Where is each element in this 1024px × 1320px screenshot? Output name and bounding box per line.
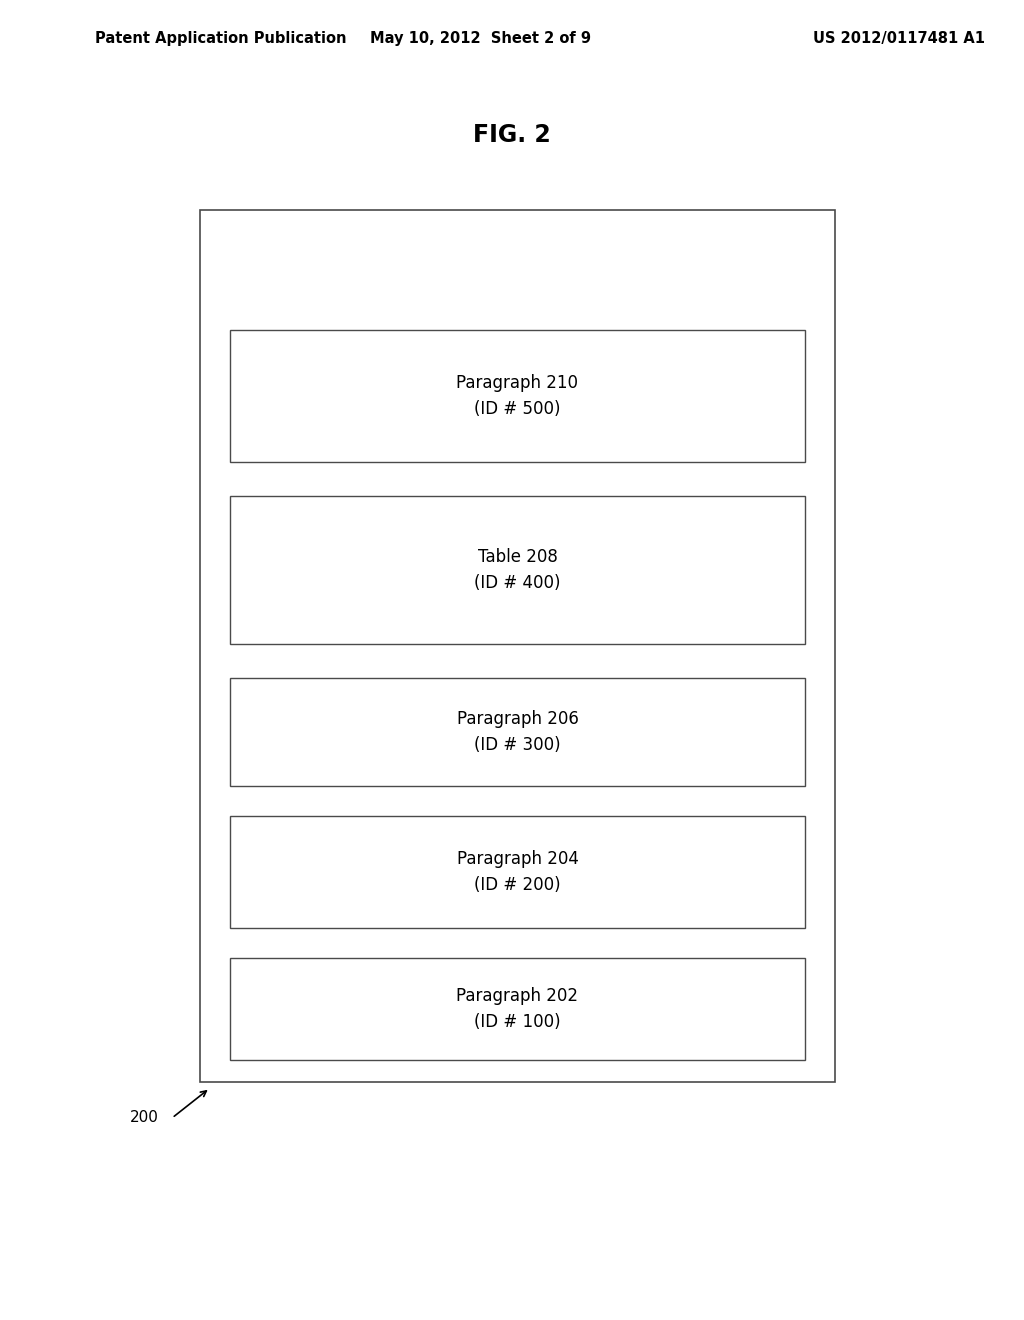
Bar — [230, 496, 805, 644]
Text: Table 208: Table 208 — [477, 548, 557, 566]
Text: (ID # 400): (ID # 400) — [474, 574, 561, 591]
Bar — [230, 958, 805, 1060]
Text: 200: 200 — [130, 1110, 159, 1126]
Text: Paragraph 202: Paragraph 202 — [457, 987, 579, 1005]
Text: (ID # 100): (ID # 100) — [474, 1012, 561, 1031]
Text: (ID # 500): (ID # 500) — [474, 400, 561, 418]
Bar — [230, 816, 805, 928]
Bar — [230, 678, 805, 785]
Text: (ID # 300): (ID # 300) — [474, 737, 561, 754]
Bar — [230, 330, 805, 462]
Bar — [200, 210, 835, 1082]
Text: (ID # 200): (ID # 200) — [474, 876, 561, 894]
Text: Paragraph 204: Paragraph 204 — [457, 850, 579, 869]
Text: FIG. 2: FIG. 2 — [473, 123, 551, 147]
Text: Patent Application Publication: Patent Application Publication — [95, 30, 346, 45]
Text: Paragraph 206: Paragraph 206 — [457, 710, 579, 729]
Text: Paragraph 210: Paragraph 210 — [457, 374, 579, 392]
Text: May 10, 2012  Sheet 2 of 9: May 10, 2012 Sheet 2 of 9 — [370, 30, 591, 45]
Text: US 2012/0117481 A1: US 2012/0117481 A1 — [813, 30, 985, 45]
